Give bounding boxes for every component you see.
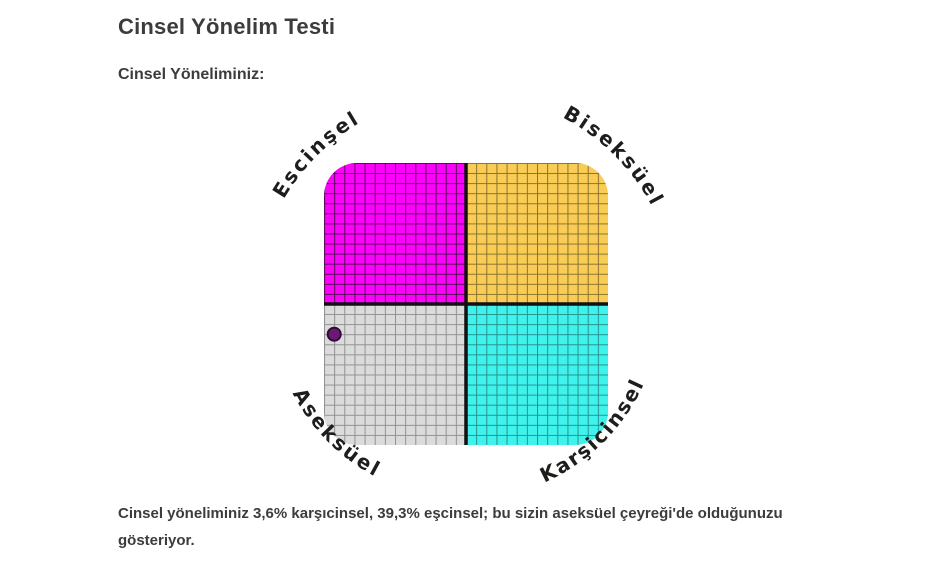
result-text: Cinsel yöneliminiz 3,6% karşıcinsel, 39,… — [118, 505, 783, 549]
page-title: Cinsel Yönelim Testi — [118, 14, 336, 39]
result-point — [326, 326, 342, 342]
quadrant-biseksuel — [466, 163, 608, 304]
quadrant-grid — [324, 163, 608, 445]
quadrant-karsicinsel — [466, 304, 608, 445]
section-heading: Cinsel Yöneliminiz: — [118, 66, 265, 83]
quadrant-escinsel — [324, 163, 466, 304]
orientation-quadrant-chart: Escinşel Biseksüel Aseksüel Karşicinsel — [268, 101, 667, 488]
quadrant-aseksuel — [324, 304, 466, 445]
